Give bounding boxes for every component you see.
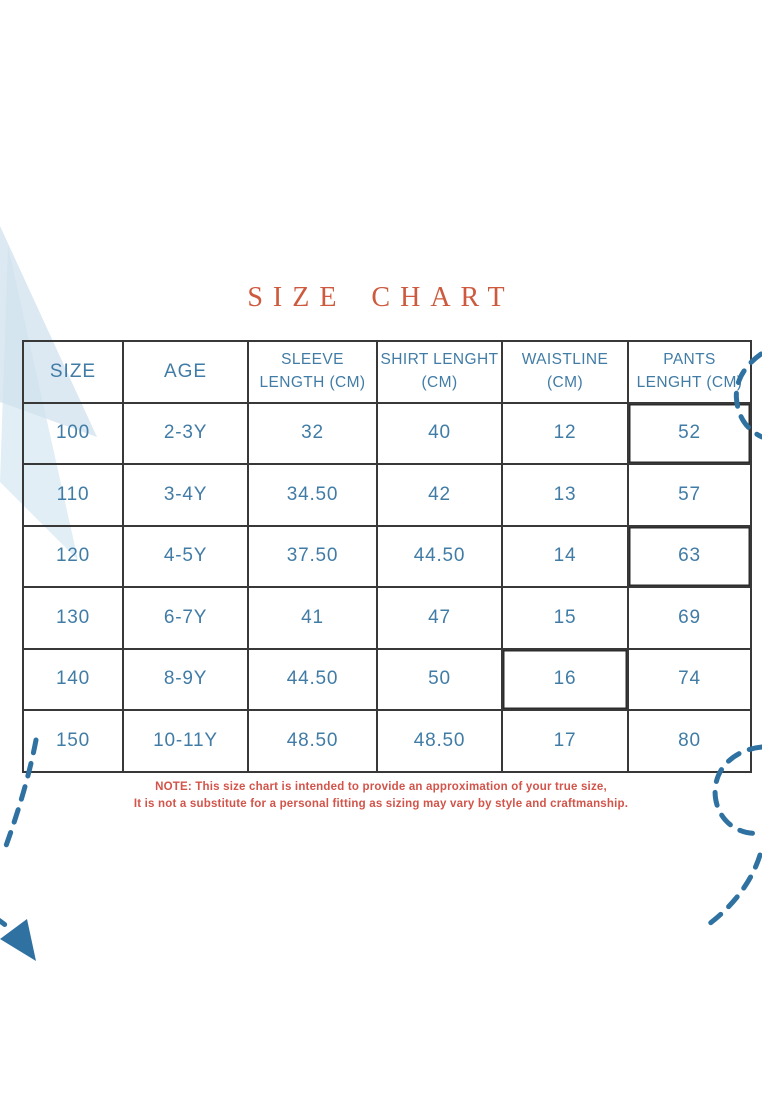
table-cell: 44.50 xyxy=(247,647,378,711)
table-cell: 13 xyxy=(501,463,629,527)
table-cell: 4-5Y xyxy=(122,524,249,588)
table-cell: 120 xyxy=(22,524,124,588)
table-cell: 57 xyxy=(627,463,752,527)
table-row: 100 2-3Y 32 40 12 52 xyxy=(22,401,752,465)
table-cell: 80 xyxy=(627,709,752,773)
table-row: 130 6-7Y 41 47 15 69 xyxy=(22,586,752,650)
table-cell: 6-7Y xyxy=(122,586,249,650)
table-cell: 48.50 xyxy=(376,709,503,773)
column-header-3: SHIRT LENGHT (CM) xyxy=(376,340,503,404)
table-cell: 32 xyxy=(247,401,378,465)
arrow-triangle-icon xyxy=(0,919,36,961)
dashed-tail-bottom-left-icon xyxy=(0,918,16,934)
table-cell: 3-4Y xyxy=(122,463,249,527)
table-cell: 17 xyxy=(501,709,629,773)
table-cell: 14 xyxy=(501,524,629,588)
table-header-row: SIZE AGE SLEEVE LENGTH (CM) SHIRT LENGHT (C… xyxy=(22,340,752,404)
table-cell: 41 xyxy=(247,586,378,650)
table-cell: 42 xyxy=(376,463,503,527)
table-cell: 2-3Y xyxy=(122,401,249,465)
table-cell: 44.50 xyxy=(376,524,503,588)
table-cell: 130 xyxy=(22,586,124,650)
table-cell: 69 xyxy=(627,586,752,650)
column-header-5: PANTS LENGHT (CM) xyxy=(627,340,752,404)
note-line-2: It is not a substitute for a personal fi… xyxy=(133,798,629,810)
table-cell: 63 xyxy=(627,524,752,588)
table-body: 100 2-3Y 32 40 12 52 110 3-4Y 34.50 42 13 57 120 4-5Y… xyxy=(22,401,752,773)
column-header-0: SIZE xyxy=(22,340,124,404)
note-line-1: NOTE: This size chart is intended to pro… xyxy=(155,781,607,793)
note: NOTE: This size chart is intended to pro… xyxy=(0,779,762,813)
page-title: SIZE CHART xyxy=(247,282,515,313)
table-cell: 52 xyxy=(627,401,752,465)
table-cell: 8-9Y xyxy=(122,647,249,711)
table-cell: 10-11Y xyxy=(122,709,249,773)
table-cell: 34.50 xyxy=(247,463,378,527)
table-cell: 140 xyxy=(22,647,124,711)
table-cell: 12 xyxy=(501,401,629,465)
table-cell: 74 xyxy=(627,647,752,711)
table-cell: 50 xyxy=(376,647,503,711)
column-header-1: AGE xyxy=(122,340,249,404)
table-cell: 40 xyxy=(376,401,503,465)
table-cell: 47 xyxy=(376,586,503,650)
table-cell: 37.50 xyxy=(247,524,378,588)
table-cell: 150 xyxy=(22,709,124,773)
dashed-tail-bottom-right-icon xyxy=(702,852,762,930)
table-cell: 110 xyxy=(22,463,124,527)
table-cell: 100 xyxy=(22,401,124,465)
table-row: 110 3-4Y 34.50 42 13 57 xyxy=(22,463,752,527)
table-cell: 16 xyxy=(501,647,629,711)
table-row: 140 8-9Y 44.50 50 16 74 xyxy=(22,647,752,711)
size-chart-table: SIZE AGE SLEEVE LENGTH (CM) SHIRT LENGHT (C… xyxy=(22,340,752,773)
table-cell: 48.50 xyxy=(247,709,378,773)
table-row: 120 4-5Y 37.50 44.50 14 63 xyxy=(22,524,752,588)
column-header-2: SLEEVE LENGTH (CM) xyxy=(247,340,378,404)
column-header-4: WAISTLINE (CM) xyxy=(501,340,629,404)
table-cell: 15 xyxy=(501,586,629,650)
table-row: 150 10-11Y 48.50 48.50 17 80 xyxy=(22,709,752,773)
